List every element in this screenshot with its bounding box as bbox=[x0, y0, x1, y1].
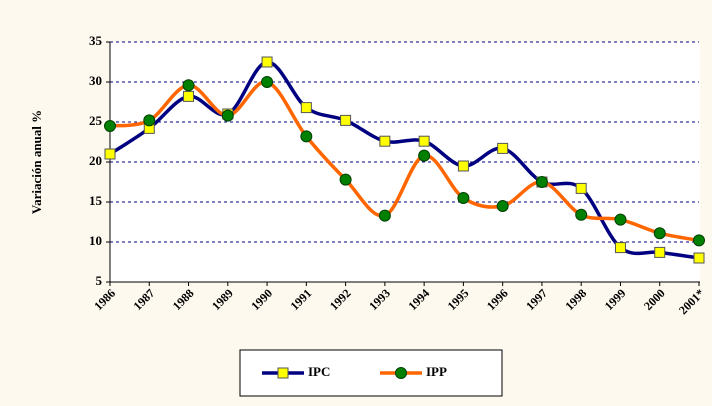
data-point bbox=[300, 130, 313, 143]
legend-marker bbox=[277, 367, 289, 379]
x-tick-label: 1988 bbox=[170, 286, 197, 313]
data-point bbox=[535, 176, 548, 188]
data-point bbox=[614, 213, 627, 226]
x-tick-label: 1986 bbox=[91, 286, 118, 313]
data-point bbox=[104, 148, 116, 160]
data-point bbox=[614, 242, 626, 254]
y-tick-label: 15 bbox=[89, 193, 103, 208]
y-tick-label: 10 bbox=[89, 233, 102, 248]
x-tick-label: 1996 bbox=[484, 286, 511, 313]
y-tick-label: 25 bbox=[89, 113, 103, 128]
x-tick-label: 1993 bbox=[366, 286, 393, 313]
data-point bbox=[221, 109, 234, 122]
data-point bbox=[654, 246, 666, 258]
x-tick-label: 1989 bbox=[209, 286, 236, 313]
data-point bbox=[261, 56, 273, 68]
x-tick-label: 1999 bbox=[602, 286, 629, 313]
data-point bbox=[418, 135, 430, 147]
data-point bbox=[261, 76, 274, 88]
x-tick-label: 2000 bbox=[641, 286, 668, 313]
data-point bbox=[418, 149, 431, 162]
series-line bbox=[109, 80, 700, 243]
data-point bbox=[457, 160, 469, 172]
legend-label: IPP bbox=[426, 364, 447, 379]
data-point bbox=[143, 114, 156, 127]
data-point bbox=[300, 102, 312, 114]
x-tick-label: 1994 bbox=[405, 286, 432, 313]
x-tick-label: 1990 bbox=[248, 286, 275, 313]
y-tick-label: 5 bbox=[96, 273, 103, 288]
data-point bbox=[378, 209, 391, 222]
x-tick-label: 1998 bbox=[562, 286, 589, 313]
data-point bbox=[693, 234, 705, 247]
data-point bbox=[183, 90, 195, 102]
data-point bbox=[496, 200, 509, 212]
legend-marker bbox=[395, 367, 407, 379]
data-point bbox=[379, 135, 391, 147]
x-tick-label: 1987 bbox=[130, 286, 157, 313]
data-point bbox=[104, 120, 116, 132]
data-point bbox=[575, 182, 587, 194]
data-point bbox=[182, 79, 195, 92]
x-tick-label: 1991 bbox=[288, 286, 315, 313]
y-tick-label: 30 bbox=[89, 73, 102, 88]
y-axis-label: Variación anual % bbox=[29, 110, 44, 214]
data-point bbox=[457, 192, 470, 204]
data-point bbox=[653, 227, 666, 240]
data-point bbox=[693, 252, 705, 264]
y-tick-label: 20 bbox=[89, 153, 102, 168]
data-point bbox=[340, 114, 352, 126]
x-tick-label: 1992 bbox=[327, 286, 354, 313]
data-point bbox=[497, 142, 509, 154]
x-tick-label: 1997 bbox=[523, 286, 550, 313]
x-tick-label: 1995 bbox=[445, 286, 472, 313]
data-point bbox=[575, 208, 588, 221]
legend-label: IPC bbox=[308, 364, 330, 379]
data-point bbox=[339, 173, 352, 186]
y-tick-label: 35 bbox=[89, 33, 103, 48]
x-tick-label: 2001* bbox=[676, 286, 707, 317]
